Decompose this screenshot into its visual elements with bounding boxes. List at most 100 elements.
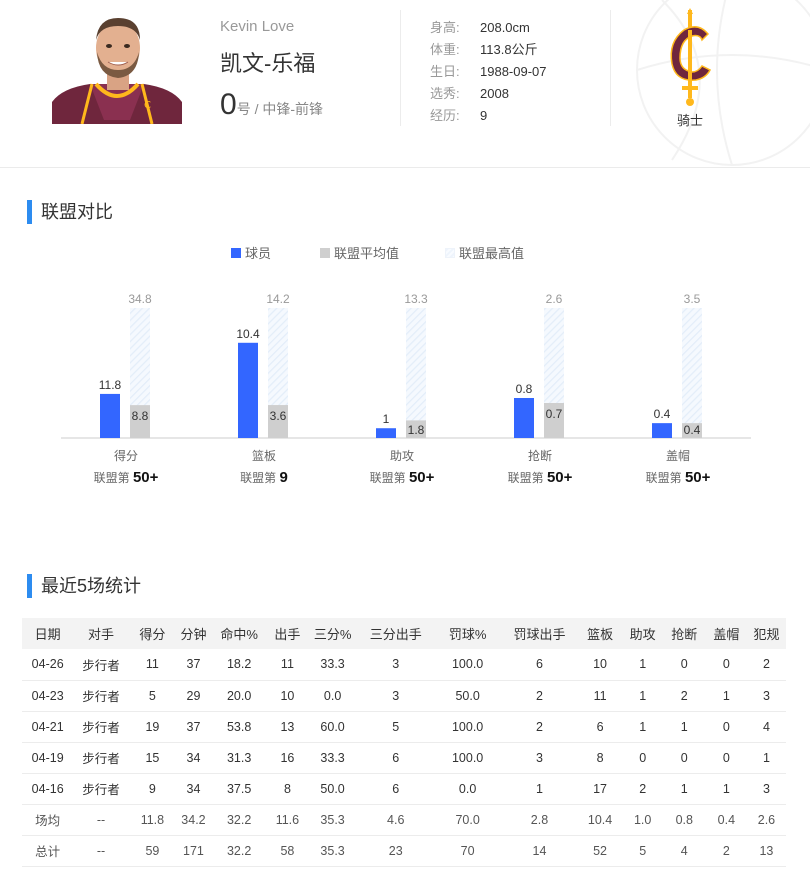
info-row-draft: 选秀: 2008 — [430, 86, 509, 101]
table-cell: 8 — [267, 773, 308, 805]
table-cell: 100.0 — [433, 649, 502, 681]
table-cell: 31.3 — [210, 742, 268, 774]
column-header[interactable]: 罚球% — [433, 618, 502, 649]
player-info-list: 身高: 208.0cm 体重: 113.8公斤 生日: 1988-09-07 选秀: 2… — [430, 17, 547, 127]
table-cell: 3 — [357, 649, 434, 681]
rank-points: 联盟第 50+ — [94, 469, 159, 486]
header-divider-2 — [610, 10, 611, 126]
rank-prefix: 联盟第 — [646, 471, 685, 485]
column-header[interactable]: 盖帽 — [705, 618, 747, 649]
column-header[interactable]: 对手 — [73, 618, 129, 649]
column-header[interactable]: 抢断 — [662, 618, 706, 649]
opponent-cell[interactable]: 步行者 — [73, 742, 129, 774]
column-header[interactable]: 助攻 — [622, 618, 663, 649]
column-header[interactable]: 出手 — [267, 618, 308, 649]
table-cell: 0 — [705, 742, 747, 774]
table-cell: 20.0 — [210, 680, 268, 712]
column-header[interactable]: 罚球出手 — [501, 618, 578, 649]
table-cell: 37.5 — [210, 773, 268, 805]
table-cell: 1 — [501, 773, 578, 805]
table-cell: 9 — [128, 773, 177, 805]
label-average-blocks: 0.4 — [684, 423, 701, 437]
table-cell: 4.6 — [357, 804, 434, 836]
legend-player[interactable]: 球员 — [231, 243, 271, 262]
table-cell: 37 — [176, 711, 211, 743]
table-cell: 2 — [501, 711, 578, 743]
rank-prefix: 联盟第 — [94, 471, 133, 485]
opponent-cell[interactable]: 步行者 — [73, 649, 129, 681]
table-cell: 70.0 — [433, 804, 502, 836]
table-row: 04-26 步行者 11 37 18.2 11 33.3 3 100.0 6 10 1 0 0 2 — [22, 649, 786, 681]
table-cell: 3 — [746, 773, 786, 805]
label-max-assists: 13.3 — [404, 292, 428, 306]
legend-swatch-player — [231, 247, 241, 258]
table-cell: 04-21 — [22, 711, 74, 743]
table-cell: 23 — [357, 835, 434, 867]
table-cell: 11 — [128, 649, 177, 681]
info-row-weight: 体重: 113.8公斤 — [430, 42, 538, 57]
table-cell: 5 — [357, 711, 434, 743]
league-compare-title: 联盟对比 — [27, 200, 113, 224]
legend-league-max[interactable]: 联盟最高值 — [445, 243, 524, 262]
column-header[interactable]: 分钟 — [176, 618, 211, 649]
table-cell: 2 — [705, 835, 747, 867]
rank-blocks: 联盟第 50+ — [646, 469, 711, 486]
table-cell: 50.0 — [433, 680, 502, 712]
category-label-points: 得分 — [114, 448, 138, 463]
label-max-steals: 2.6 — [546, 292, 563, 306]
table-cell: 11.6 — [267, 804, 308, 836]
opponent-cell[interactable]: 步行者 — [73, 680, 129, 712]
table-cell: 0 — [662, 742, 706, 774]
table-cell: 15 — [128, 742, 177, 774]
column-header[interactable]: 犯规 — [746, 618, 786, 649]
table-cell: 6 — [501, 649, 578, 681]
table-cell: 0.0 — [307, 680, 358, 712]
rank-value: 50+ — [133, 469, 159, 486]
bar-average-blocks — [682, 423, 702, 438]
table-cell: 11 — [577, 680, 623, 712]
table-cell: 0 — [662, 649, 706, 681]
column-header[interactable]: 命中% — [210, 618, 268, 649]
column-header[interactable]: 篮板 — [577, 618, 623, 649]
table-cell: 4 — [662, 835, 706, 867]
bar-max-assists — [406, 308, 426, 438]
table-cell: 13 — [267, 711, 308, 743]
table-cell: 34.2 — [176, 804, 211, 836]
chart-legend: 球员 联盟平均值 联盟最高值 — [0, 243, 810, 261]
opponent-cell[interactable]: 步行者 — [73, 773, 129, 805]
table-cell: 0 — [622, 742, 663, 774]
label-max-rebounds: 14.2 — [266, 292, 290, 306]
table-cell: 0.0 — [433, 773, 502, 805]
table-cell: 33.3 — [307, 649, 358, 681]
team-name[interactable]: 骑士 — [676, 113, 703, 128]
table-cell: 2 — [501, 680, 578, 712]
summary-row: 总计 -- 59 171 32.2 58 35.3 23 70 14 52 5 4 2 13 — [22, 835, 786, 867]
table-cell: 1 — [705, 773, 747, 805]
bar-player-points — [100, 393, 120, 438]
player-position: 中锋-前锋 — [262, 101, 324, 117]
table-cell: 1.0 — [622, 804, 663, 836]
table-cell: 70 — [433, 835, 502, 867]
column-header[interactable]: 日期 — [22, 618, 74, 649]
table-cell: 58 — [267, 835, 308, 867]
table-cell: 04-19 — [22, 742, 74, 774]
table-cell: 4 — [746, 711, 786, 743]
rank-prefix: 联盟第 — [508, 471, 547, 485]
cavaliers-logo-icon[interactable] — [660, 8, 720, 108]
label-max-blocks: 3.5 — [684, 292, 701, 306]
table-cell: 8 — [577, 742, 623, 774]
opponent-cell[interactable]: 步行者 — [73, 711, 129, 743]
category-label-assists: 助攻 — [390, 449, 414, 463]
rank-steals: 联盟第 50+ — [508, 469, 573, 486]
column-header[interactable]: 三分% — [307, 618, 358, 649]
table-cell: 59 — [128, 835, 177, 867]
table-cell: 1 — [622, 649, 663, 681]
info-row-experience: 经历: 9 — [430, 108, 488, 123]
table-cell: 2.8 — [501, 804, 578, 836]
column-header[interactable]: 三分出手 — [357, 618, 434, 649]
table-cell: 100.0 — [433, 742, 502, 774]
column-header[interactable]: 得分 — [128, 618, 177, 649]
legend-league-average[interactable]: 联盟平均值 — [320, 243, 399, 262]
bar-player-steals — [514, 398, 534, 438]
rank-value: 50+ — [547, 469, 573, 486]
